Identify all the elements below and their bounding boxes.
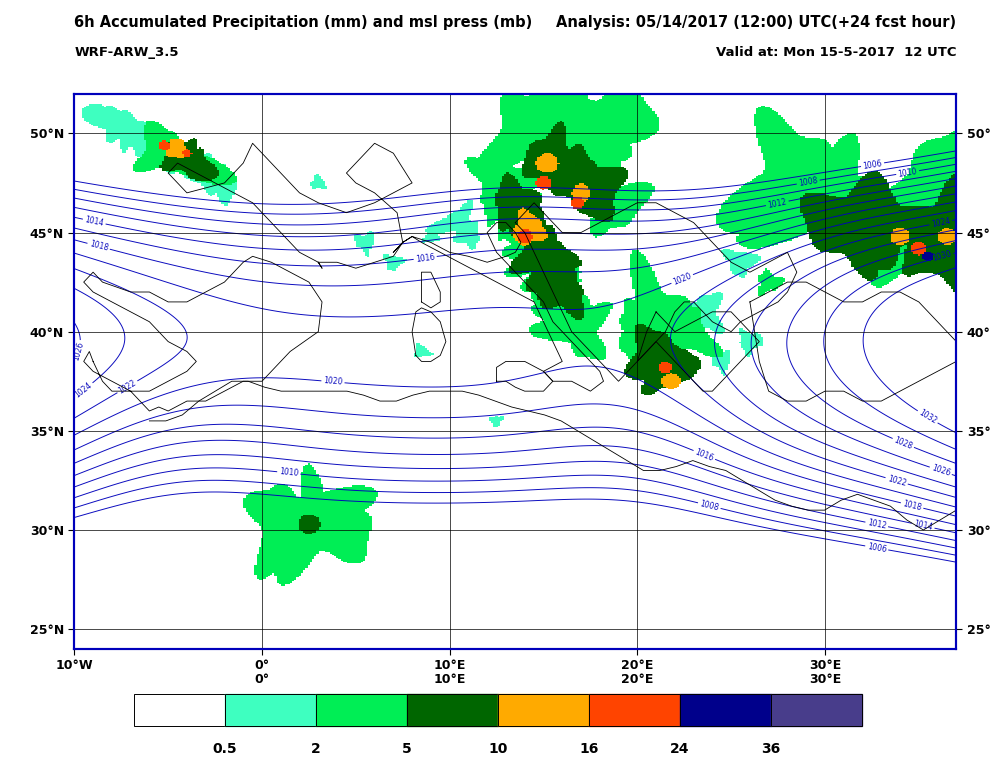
Text: 2: 2: [311, 742, 321, 756]
Bar: [407, 694, 497, 726]
Text: 0.5: 0.5: [212, 742, 237, 756]
Bar: [134, 694, 225, 726]
Text: 10: 10: [489, 742, 507, 756]
Text: 6h Accumulated Precipitation (mm) and msl press (mb): 6h Accumulated Precipitation (mm) and ms…: [74, 15, 532, 31]
Text: 1010: 1010: [898, 167, 918, 178]
Text: 1010: 1010: [278, 468, 298, 478]
Text: 1026: 1026: [71, 341, 86, 362]
Text: 20°E: 20°E: [621, 673, 653, 686]
Text: 1014: 1014: [84, 215, 105, 228]
Text: 1012: 1012: [767, 197, 788, 210]
Text: 1006: 1006: [866, 542, 887, 554]
Bar: [771, 694, 862, 726]
Bar: [316, 694, 407, 726]
Bar: [589, 694, 680, 726]
Text: 5: 5: [402, 742, 412, 756]
Text: 1020: 1020: [672, 271, 693, 286]
Text: 1032: 1032: [917, 409, 938, 426]
Bar: [771, 694, 862, 726]
Text: 1024: 1024: [931, 217, 951, 229]
Text: 16: 16: [580, 742, 599, 756]
Bar: [589, 694, 680, 726]
Text: 1018: 1018: [902, 499, 923, 512]
Text: 10°E: 10°E: [433, 673, 466, 686]
Text: 1022: 1022: [117, 378, 138, 396]
Text: Valid at: Mon 15-5-2017  12 UTC: Valid at: Mon 15-5-2017 12 UTC: [716, 46, 956, 59]
Text: 1028: 1028: [893, 435, 914, 451]
Text: 1008: 1008: [699, 499, 719, 512]
Bar: [407, 694, 497, 726]
Text: 1024: 1024: [73, 381, 94, 399]
Bar: [134, 694, 225, 726]
Text: 1022: 1022: [886, 474, 907, 488]
Bar: [316, 694, 407, 726]
Text: 24: 24: [670, 742, 690, 756]
Text: 1016: 1016: [415, 252, 435, 263]
Text: Analysis: 05/14/2017 (12:00) UTC(+24 fcst hour): Analysis: 05/14/2017 (12:00) UTC(+24 fcs…: [556, 15, 956, 31]
Bar: [680, 694, 771, 726]
Text: 1006: 1006: [862, 159, 883, 170]
Bar: [225, 694, 316, 726]
Text: WRF-ARW_3.5: WRF-ARW_3.5: [74, 46, 178, 59]
Text: 1026: 1026: [931, 464, 951, 478]
Text: 1020: 1020: [323, 376, 343, 387]
Text: 30°E: 30°E: [809, 673, 841, 686]
Bar: [497, 694, 589, 726]
Text: 1016: 1016: [694, 447, 715, 463]
Text: 36: 36: [761, 742, 781, 756]
Text: 1012: 1012: [866, 518, 887, 531]
Text: 1014: 1014: [913, 519, 934, 532]
Bar: [680, 694, 771, 726]
Text: 1008: 1008: [798, 176, 819, 188]
Bar: [497, 694, 589, 726]
Text: 1018: 1018: [88, 240, 109, 253]
Text: 0°: 0°: [255, 673, 270, 686]
Text: 1030: 1030: [932, 250, 953, 263]
Bar: [225, 694, 316, 726]
